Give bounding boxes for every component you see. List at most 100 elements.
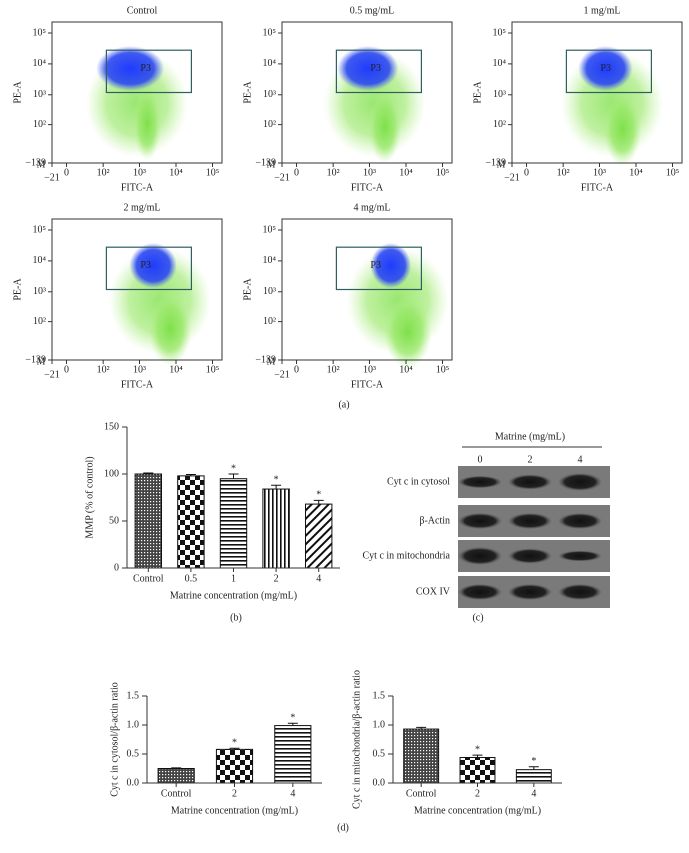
blot-band	[508, 548, 552, 564]
blue-cloud	[578, 45, 633, 92]
blot-band	[558, 583, 602, 601]
y-tick-label: 10²	[33, 316, 46, 327]
plot-frame	[281, 218, 453, 361]
axes	[146, 696, 322, 784]
bar	[304, 503, 333, 569]
x-tick-label: −21	[44, 369, 60, 380]
y-tick-label: 10³	[493, 89, 506, 100]
row-label: β-Actin	[419, 515, 450, 526]
population-cloud	[323, 45, 426, 163]
axes	[126, 427, 340, 569]
x-tick-label: 2	[232, 788, 237, 799]
x-tick-label: 10³	[133, 167, 146, 178]
x-tick-label: 10⁴	[399, 364, 413, 375]
x-tick-label: 4	[316, 573, 321, 584]
bar	[274, 725, 312, 784]
significance-mark: *	[316, 490, 321, 501]
bar	[262, 488, 290, 569]
chart-title: 1 mg/mL	[584, 5, 621, 16]
y-tick-label: 0.0	[127, 777, 140, 788]
x-tick-label: 10²	[97, 167, 110, 178]
chart-title: Control	[127, 5, 158, 16]
chart-title: 0.5 mg/mL	[350, 5, 394, 16]
y-tick-label: −139	[25, 354, 46, 365]
green-tail	[384, 295, 432, 369]
chart-title: 4 mg/mL	[354, 202, 391, 213]
marker-label: M	[267, 356, 276, 367]
population-cloud	[561, 45, 664, 166]
y-axis-label: PE-A	[472, 81, 483, 104]
gate-label: P3	[370, 260, 381, 271]
y-tick-label: 10⁵	[33, 27, 47, 38]
x-tick-label: −21	[274, 172, 290, 183]
bar	[219, 478, 248, 569]
y-tick-label: 10³	[33, 89, 46, 100]
x-tick-label: 0	[64, 364, 69, 375]
x-tick-label: Control	[133, 573, 164, 584]
blot-band	[558, 512, 602, 530]
error-bar	[185, 473, 196, 476]
significance-mark: *	[531, 756, 536, 767]
bar	[215, 748, 254, 784]
y-tick-label: 10⁵	[263, 27, 277, 38]
y-axis-label: MMP (% of control)	[84, 456, 95, 538]
population-cloud	[346, 242, 449, 369]
axes	[392, 696, 562, 784]
x-tick-label: 10⁴	[399, 167, 413, 178]
gate-label: P3	[140, 260, 151, 271]
y-tick-label: −139	[255, 354, 276, 365]
y-tick-label: 0.5	[373, 748, 386, 759]
x-tick-label: 10⁵	[436, 364, 450, 375]
panel-label: (d)	[337, 822, 349, 833]
lane-label: 2	[528, 454, 533, 465]
y-tick-label: −139	[25, 157, 46, 168]
population-cloud	[108, 242, 211, 366]
panel-label: (c)	[472, 612, 483, 623]
bar	[403, 728, 440, 784]
x-axis-label: FITC-A	[121, 379, 154, 390]
y-tick-label: 0	[114, 562, 119, 573]
x-tick-label: 10⁵	[206, 364, 220, 375]
x-tick-label: 10⁵	[436, 167, 450, 178]
x-tick-label: 1	[231, 573, 236, 584]
x-tick-label: 10⁴	[169, 167, 183, 178]
x-tick-label: 0	[64, 167, 69, 178]
x-tick-label: 10²	[97, 364, 110, 375]
x-tick-label: 2	[274, 573, 279, 584]
y-tick-label: 10³	[33, 286, 46, 297]
significance-mark: *	[231, 463, 236, 474]
y-axis-label: Cyt c in cytosol/β-actin ratio	[109, 682, 120, 797]
y-tick-label: 10²	[493, 119, 506, 130]
blot-title: Matrine (mg/mL)	[495, 431, 565, 442]
blot-band	[458, 475, 502, 489]
y-tick-label: 1.5	[373, 690, 386, 701]
blue-cloud	[96, 45, 165, 92]
significance-mark: *	[475, 744, 480, 755]
x-tick-label: 10⁴	[629, 167, 643, 178]
blot-band	[558, 550, 602, 562]
chart-title: 2 mg/mL	[124, 202, 161, 213]
bar	[459, 756, 496, 784]
error-bar	[313, 499, 324, 505]
blue-cloud	[370, 242, 412, 289]
blot-band	[458, 583, 502, 601]
y-tick-label: 10³	[263, 286, 276, 297]
y-tick-label: 10⁴	[263, 58, 277, 69]
y-tick-label: 10⁵	[493, 27, 507, 38]
x-tick-label: Control	[161, 788, 192, 799]
y-tick-label: −139	[485, 157, 506, 168]
error-bar	[228, 473, 239, 479]
blot-band	[558, 473, 602, 491]
population-cloud	[86, 45, 188, 161]
error-bar	[271, 484, 282, 490]
y-tick-label: 1.0	[373, 719, 386, 730]
gate	[105, 246, 193, 291]
gate-label: P3	[140, 63, 151, 74]
x-tick-label: 0.5	[185, 573, 198, 584]
marker-label: M	[37, 356, 46, 367]
x-tick-label: −21	[44, 172, 60, 183]
error-bar	[229, 747, 240, 750]
error-bar	[143, 472, 154, 474]
blue-cloud	[337, 45, 399, 92]
